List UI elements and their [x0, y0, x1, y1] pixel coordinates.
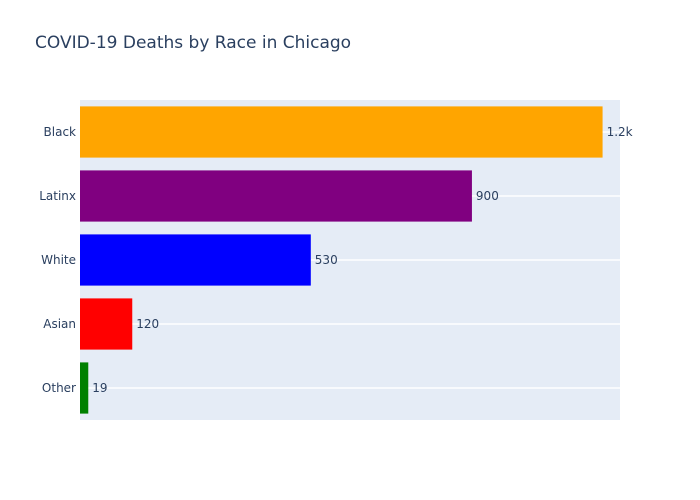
y-tick-label-other: Other — [42, 381, 76, 395]
data-label-latinx: 900 — [476, 189, 499, 203]
y-tick-labels: Black Latinx White Asian Other — [39, 125, 76, 395]
bar-white[interactable] — [80, 234, 311, 286]
bars — [80, 106, 603, 414]
y-tick-label-black: Black — [44, 125, 77, 139]
y-tick-label-white: White — [41, 253, 76, 267]
data-labels: 1.2k 900 530 120 19 — [92, 125, 632, 395]
data-label-white: 530 — [315, 253, 338, 267]
bar-latinx[interactable] — [80, 170, 472, 222]
data-label-asian: 120 — [136, 317, 159, 331]
y-tick-label-latinx: Latinx — [39, 189, 76, 203]
y-tick-label-asian: Asian — [43, 317, 76, 331]
data-label-black: 1.2k — [607, 125, 633, 139]
data-label-other: 19 — [92, 381, 107, 395]
bar-black[interactable] — [80, 106, 603, 158]
bar-asian[interactable] — [80, 298, 133, 350]
bar-other[interactable] — [80, 362, 89, 414]
chart-title: COVID-19 Deaths by Race in Chicago — [35, 33, 352, 53]
